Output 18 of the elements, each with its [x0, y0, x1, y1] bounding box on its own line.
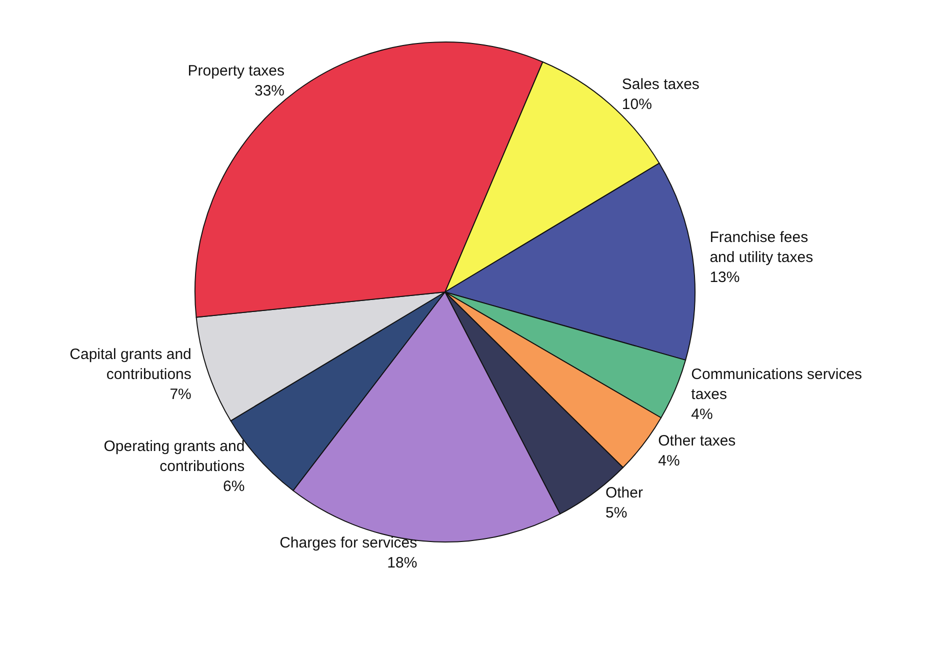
slice-label: Operating grants and contributions: [104, 438, 245, 476]
data-label: 10%: [622, 96, 652, 113]
slice-label: Franchise fees and utility taxes: [710, 228, 814, 266]
slice-label: Property taxes: [188, 62, 285, 80]
slice-label: Charges for services: [280, 534, 418, 552]
data-label: 13%: [710, 268, 740, 286]
data-label: 4%: [658, 452, 680, 470]
slice-label: Other: [605, 484, 643, 502]
data-label: 4%: [691, 406, 713, 423]
slice-label: Capital grants and contributions: [70, 346, 192, 384]
slice-label: Sales taxes: [622, 76, 700, 93]
slice-label: Communications services taxes: [691, 366, 862, 403]
data-label: 5%: [605, 504, 628, 522]
data-label: 7%: [170, 386, 192, 404]
data-label: 18%: [387, 554, 418, 572]
slice-label: Other taxes: [658, 432, 736, 450]
data-label: 33%: [254, 82, 285, 100]
data-label: 6%: [223, 478, 245, 496]
